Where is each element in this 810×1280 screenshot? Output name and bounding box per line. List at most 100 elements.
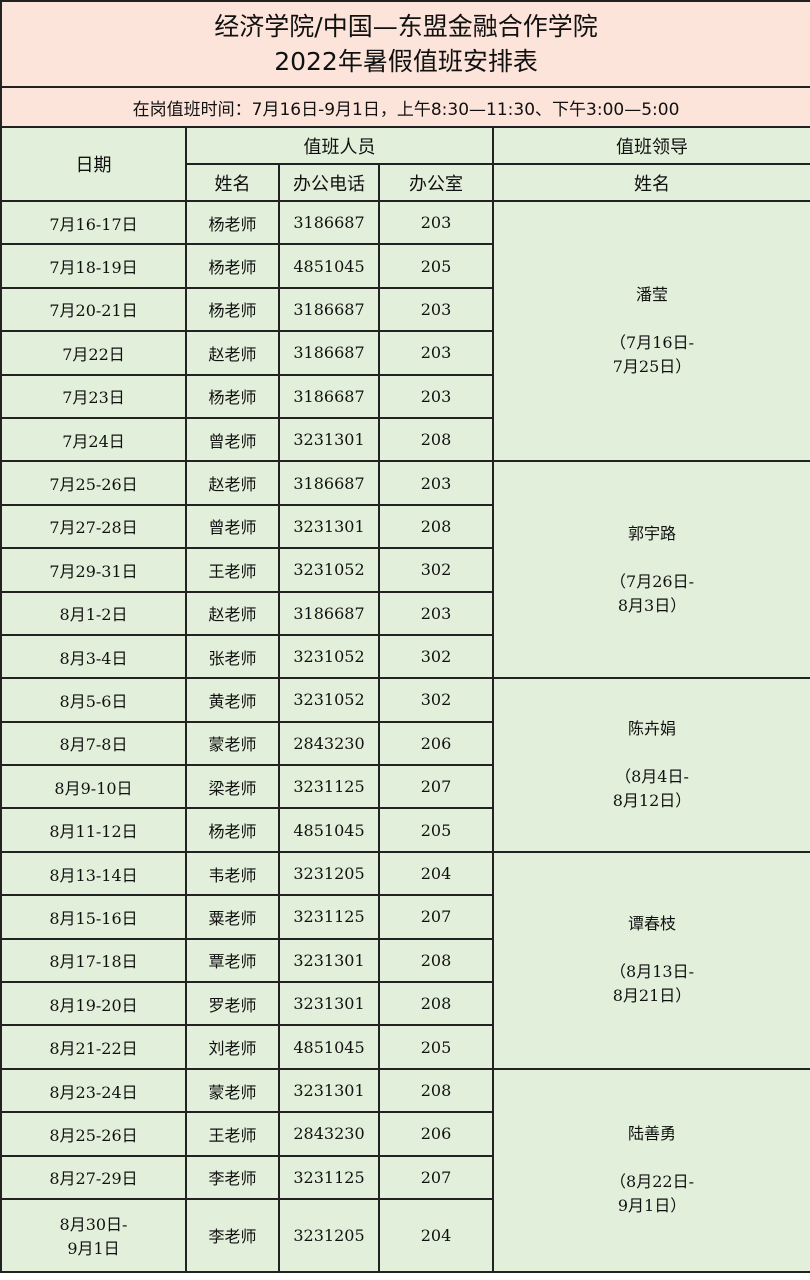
cell-office: 302	[378, 677, 494, 723]
leader-name: 潘莹	[636, 285, 669, 305]
cell-office: 206	[378, 720, 494, 767]
cell-date: 8月17-18日	[0, 937, 187, 984]
cell-date: 8月13-14日	[0, 850, 187, 897]
leader-name: 陆善勇	[628, 1124, 677, 1144]
table-row: 7月25-26日 赵老师 3186687 203 郭宇路 （7月26日- 8月3日）	[0, 460, 810, 680]
cell-date: 8月27-29日	[0, 1154, 187, 1200]
cell-office: 203	[378, 330, 494, 376]
cell-office: 207	[378, 1154, 494, 1200]
cell-office: 207	[378, 764, 494, 810]
leader-range-start: （8月4日-	[615, 767, 689, 787]
table-row: 8月5-6日 黄老师 3231052 302 陈卉娟 （8月4日- 8月12日）	[0, 677, 810, 853]
cell-name: 韦老师	[185, 850, 280, 897]
page-title: 经济学院/中国—东盟金融合作学院 2022年暑假值班安排表	[0, 0, 810, 88]
cell-phone: 2843230	[278, 720, 380, 767]
leader-cell: 陆善勇 （8月22日- 9月1日）	[491, 1067, 810, 1273]
cell-phone: 4851045	[278, 1024, 380, 1070]
leader-cell: 谭春枝 （8月13日- 8月21日）	[491, 850, 810, 1070]
cell-date: 8月11-12日	[0, 807, 187, 853]
leader-range-end: 8月21日）	[612, 986, 692, 1006]
cell-name: 梁老师	[185, 764, 280, 810]
cell-name: 覃老师	[185, 937, 280, 984]
cell-phone: 4851045	[278, 243, 380, 289]
cell-date: 8月9-10日	[0, 764, 187, 810]
cell-phone: 3231052	[278, 547, 380, 593]
cell-name: 赵老师	[185, 330, 280, 376]
cell-name: 曾老师	[185, 503, 280, 550]
title-line-2: 2022年暑假值班安排表	[274, 47, 538, 76]
cell-phone: 3186687	[278, 373, 380, 419]
cell-date: 7月23日	[0, 373, 187, 419]
cell-office: 203	[378, 199, 494, 246]
cell-office: 204	[378, 1197, 494, 1273]
duty-time: 在岗值班时间：7月16日-9月1日，上午8:30—11:30、下午3:00—5:…	[0, 86, 810, 128]
cell-date: 8月19-20日	[0, 981, 187, 1027]
leader-cell: 潘莹 （7月16日- 7月25日）	[491, 199, 810, 463]
cell-office: 205	[378, 243, 494, 289]
cell-phone: 3231125	[278, 894, 380, 940]
cell-name: 黄老师	[185, 677, 280, 723]
cell-office: 207	[378, 894, 494, 940]
leader-name: 谭春枝	[628, 914, 677, 934]
cell-date: 8月3-4日	[0, 633, 187, 680]
cell-date: 7月27-28日	[0, 503, 187, 550]
cell-phone: 3231125	[278, 764, 380, 810]
leader-range-end: 9月1日）	[617, 1196, 687, 1216]
leader-range-end: 8月3日）	[617, 595, 687, 615]
table-row: 8月23-24日 蒙老师 3231301 208 陆善勇 （8月22日- 9月1日）	[0, 1067, 810, 1273]
cell-office: 208	[378, 981, 494, 1027]
cell-name: 李老师	[185, 1197, 280, 1273]
cell-date: 8月21-22日	[0, 1024, 187, 1070]
cell-date: 8月23-24日	[0, 1067, 187, 1114]
cell-name: 赵老师	[185, 590, 280, 636]
leader-range-start: （7月26日-	[610, 571, 694, 591]
header-leader: 值班领导	[491, 126, 810, 165]
cell-name: 刘老师	[185, 1024, 280, 1070]
leader-cell: 郭宇路 （7月26日- 8月3日）	[491, 460, 810, 680]
header-staff: 值班人员	[185, 126, 494, 165]
cell-name: 罗老师	[185, 981, 280, 1027]
cell-date: 8月5-6日	[0, 677, 187, 723]
cell-name: 王老师	[185, 1111, 280, 1157]
cell-office: 205	[378, 1024, 494, 1070]
cell-name: 杨老师	[185, 199, 280, 246]
cell-office: 302	[378, 547, 494, 593]
cell-office: 203	[378, 460, 494, 506]
cell-date: 7月18-19日	[0, 243, 187, 289]
cell-name: 杨老师	[185, 373, 280, 419]
cell-date: 7月25-26日	[0, 460, 187, 506]
cell-phone: 3231205	[278, 850, 380, 897]
cell-phone: 3231301	[278, 416, 380, 463]
leader-range-start: （8月13日-	[610, 962, 694, 982]
cell-phone: 4851045	[278, 807, 380, 853]
cell-name: 杨老师	[185, 807, 280, 853]
cell-phone: 3231301	[278, 1067, 380, 1114]
cell-phone: 3186687	[278, 590, 380, 636]
cell-office: 203	[378, 286, 494, 333]
cell-date: 8月30日- 9月1日	[0, 1197, 187, 1273]
cell-name: 王老师	[185, 547, 280, 593]
cell-phone: 3231052	[278, 677, 380, 723]
cell-name: 杨老师	[185, 243, 280, 289]
cell-phone: 3186687	[278, 199, 380, 246]
leader-range-start: （8月22日-	[610, 1172, 694, 1192]
table-row: 7月16-17日 杨老师 3186687 203 潘莹 （7月16日- 7月25日）	[0, 199, 810, 463]
leader-range-end: 7月25日）	[612, 357, 692, 377]
leader-cell: 陈卉娟 （8月4日- 8月12日）	[491, 677, 810, 853]
cell-office: 204	[378, 850, 494, 897]
cell-name: 赵老师	[185, 460, 280, 506]
cell-date: 8月1-2日	[0, 590, 187, 636]
cell-name: 蒙老师	[185, 720, 280, 767]
leader-name: 郭宇路	[628, 523, 677, 543]
header-office: 办公室	[378, 163, 494, 202]
cell-office: 203	[378, 373, 494, 419]
table-row: 8月13-14日 韦老师 3231205 204 谭春枝 （8月13日- 8月21日）	[0, 850, 810, 1070]
cell-office: 208	[378, 416, 494, 463]
cell-office: 302	[378, 633, 494, 680]
cell-date: 8月25-26日	[0, 1111, 187, 1157]
cell-date: 7月29-31日	[0, 547, 187, 593]
cell-name: 粟老师	[185, 894, 280, 940]
cell-date: 7月20-21日	[0, 286, 187, 333]
cell-office: 206	[378, 1111, 494, 1157]
